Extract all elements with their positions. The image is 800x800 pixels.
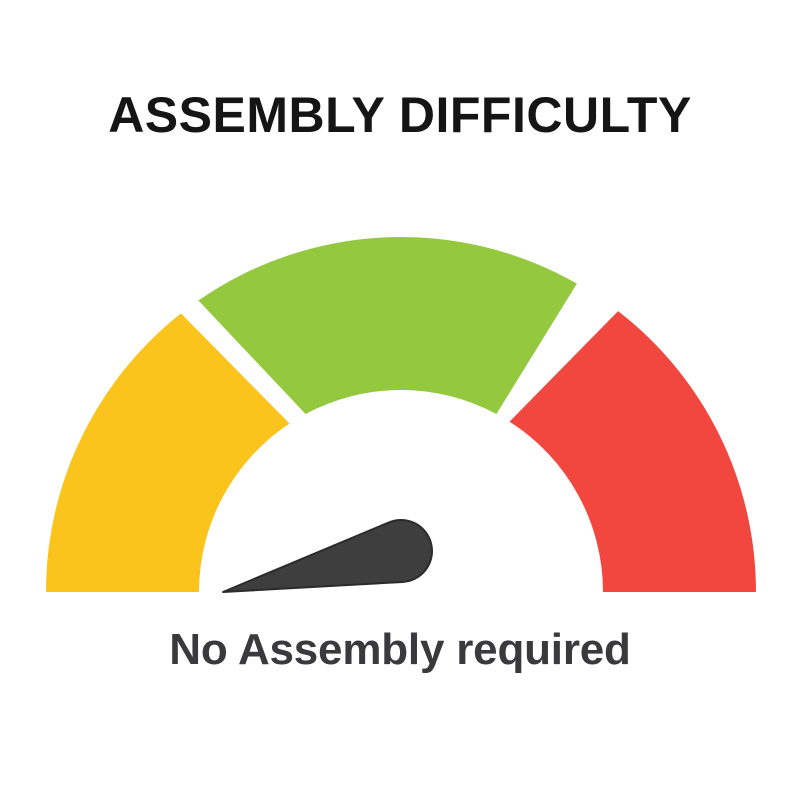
gauge-segment-red — [509, 311, 756, 592]
gauge-segment-yellow — [45, 313, 290, 592]
chart-title: ASSEMBLY DIFFICULTY — [108, 87, 692, 143]
gauge-reading-label: No Assembly required — [169, 625, 631, 674]
gauge-needle — [222, 519, 433, 593]
gauge-segment-green — [198, 237, 577, 414]
